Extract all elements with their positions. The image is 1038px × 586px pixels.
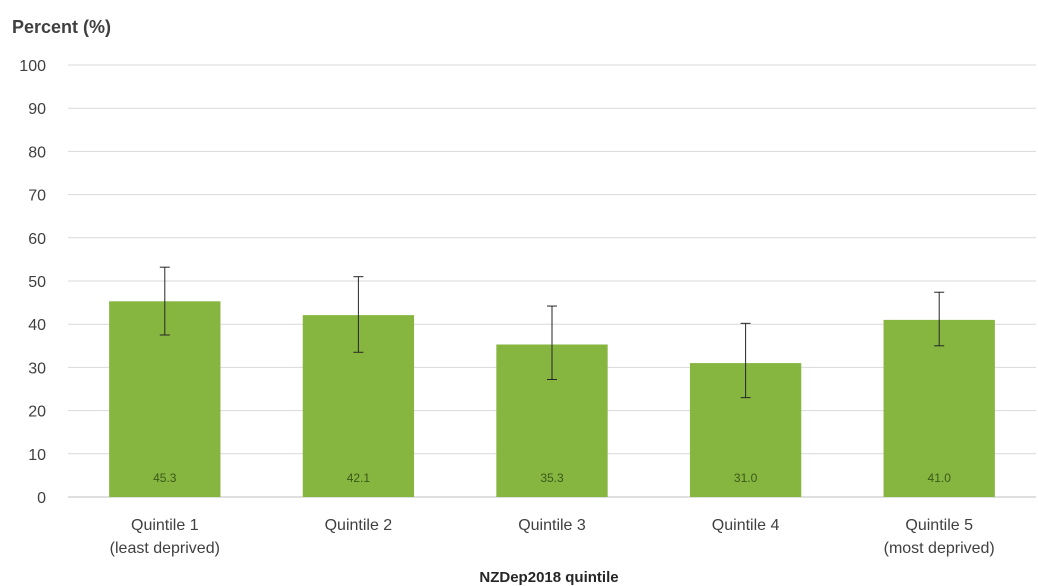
error-bar xyxy=(934,291,945,347)
bar xyxy=(883,319,995,497)
bar-value-label: 31.0 xyxy=(734,471,758,485)
y-tick-label: 100 xyxy=(19,58,46,75)
x-tick-label: Quintile 1 (least deprived) xyxy=(110,517,220,557)
bar-value-label: 41.0 xyxy=(928,471,952,485)
y-tick-label: 10 xyxy=(28,447,46,464)
y-tick-label: 60 xyxy=(28,231,46,248)
x-tick-label-line: Quintile 3 xyxy=(518,517,586,534)
y-axis-title: Percent (%) xyxy=(12,17,111,37)
x-tick-label: Quintile 3 xyxy=(518,517,586,534)
error-bar xyxy=(353,276,364,353)
bar-value-label: 35.3 xyxy=(540,471,564,485)
y-tick-label: 40 xyxy=(28,317,46,334)
x-tick-label-line: Quintile 1 xyxy=(131,517,199,534)
x-axis-title: NZDep2018 quintile xyxy=(479,569,618,586)
x-tick-labels: Quintile 1 (least deprived) Quintile 2 Quin… xyxy=(110,517,995,557)
bar-value-label: 42.1 xyxy=(347,471,371,485)
y-tick-label: 90 xyxy=(28,101,46,118)
error-bar xyxy=(159,266,170,336)
bar-value-labels: 45.3 42.1 35.3 31.0 41.0 xyxy=(153,471,951,485)
x-tick-label-line: (most deprived) xyxy=(884,540,995,557)
x-tick-label-line: (least deprived) xyxy=(110,540,220,557)
x-tick-label-line: Quintile 4 xyxy=(712,517,780,534)
y-tick-label: 20 xyxy=(28,404,46,421)
error-bars xyxy=(159,266,945,399)
x-tick-label: Quintile 2 xyxy=(325,517,393,534)
y-tick-label: 80 xyxy=(28,144,46,161)
y-tick-label: 30 xyxy=(28,360,46,377)
x-tick-label-line: Quintile 2 xyxy=(325,517,393,534)
bar-value-label: 45.3 xyxy=(153,471,177,485)
bars xyxy=(109,301,995,497)
error-bar xyxy=(547,305,557,380)
x-tick-label: Quintile 4 xyxy=(712,517,780,534)
x-tick-label-line: Quintile 5 xyxy=(905,517,973,534)
y-tick-label: 0 xyxy=(37,490,46,507)
y-tick-label: 70 xyxy=(28,188,46,205)
error-bar xyxy=(740,322,751,399)
x-tick-label: Quintile 5 (most deprived) xyxy=(884,517,995,557)
y-tick-labels: 0 10 20 30 40 50 60 70 80 90 100 xyxy=(19,58,46,507)
y-tick-label: 50 xyxy=(28,274,46,291)
